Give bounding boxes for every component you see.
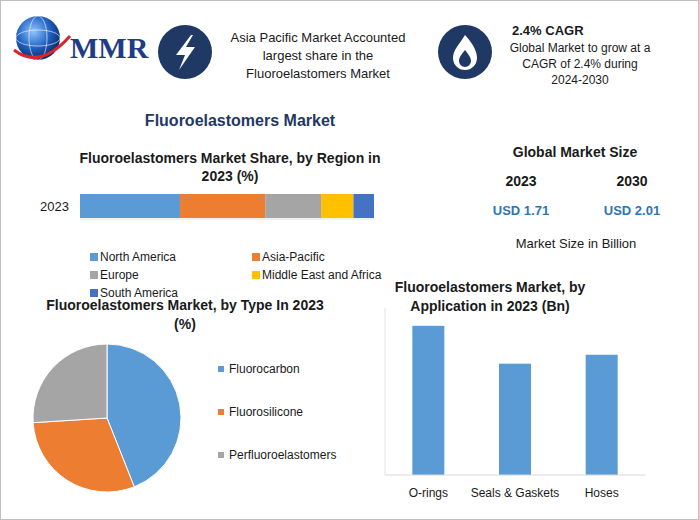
logo-swoosh — [14, 36, 70, 57]
logo-globe-line — [16, 30, 60, 46]
legend-swatch — [218, 409, 224, 415]
chart-title: Fluoroelastomers Market Share, by Region… — [79, 150, 380, 184]
legend-swatch — [252, 271, 260, 279]
text-line: 2023 (%) — [202, 168, 259, 184]
logo-text: MMR — [70, 31, 149, 64]
legend-swatch — [252, 253, 260, 261]
pie-slice — [33, 418, 134, 492]
text-line: Fluoroelastomers Market, by Type In 2023 — [46, 297, 324, 313]
market-size-note: Market Size in Billion — [516, 236, 637, 251]
bars — [412, 326, 617, 475]
bar-segment — [180, 194, 265, 218]
bar-segment — [353, 194, 374, 218]
bar-segment — [265, 194, 321, 218]
frame — [1, 1, 699, 520]
tick-label: Seals & Gaskets — [471, 486, 560, 500]
main-title: Fluoroelastomers Market — [145, 112, 336, 129]
chart-title: Fluoroelastomers Market, by Type In 2023… — [46, 297, 324, 332]
bar — [499, 364, 531, 475]
market-size-value: USD 1.71 — [493, 203, 549, 218]
tick-label: 2023 — [40, 199, 69, 214]
x-axis-line — [80, 219, 374, 220]
bar-segment — [321, 194, 353, 218]
icon-flame-inner — [459, 50, 471, 67]
market-size-title: Global Market Size — [513, 144, 638, 160]
text-line: (%) — [174, 316, 196, 332]
y-axis-line — [385, 308, 386, 475]
page: {"header": {"logo": "MMR", "highlight": … — [0, 0, 699, 520]
text-line: Global Market to grow at a — [510, 41, 651, 55]
legend-label: North America — [100, 250, 176, 264]
legend-label: Fluorosilicone — [229, 405, 303, 419]
logo-globe — [16, 16, 60, 60]
legend-label: Europe — [100, 268, 139, 282]
icon-lightning — [176, 35, 195, 70]
tick-label: O-rings — [409, 486, 448, 500]
text-line: Asia Pacific Market Accounted — [231, 30, 406, 45]
market-size-year: 2030 — [616, 173, 647, 189]
pie-slice — [33, 344, 107, 423]
bar — [412, 326, 444, 475]
logo-globe-line — [29, 16, 47, 60]
legend-swatch — [218, 452, 224, 458]
icon-flame-bg — [438, 25, 492, 79]
chart-title: Fluoroelastomers Market, by Application i… — [395, 279, 586, 314]
cagr-text: Global Market to grow at a CAGR of 2.4% d… — [510, 41, 651, 87]
tick-label: Hoses — [585, 486, 619, 500]
legend-swatch — [218, 366, 224, 372]
legend-label: Perfluoroelastomers — [229, 448, 336, 462]
x-axis-line — [385, 475, 645, 476]
canvas: MMR Asia Pacific Market Accounted largest … — [0, 0, 699, 520]
market-size-year: 2023 — [505, 173, 536, 189]
text-line: largest share in the — [263, 48, 374, 63]
legend-label: Asia-Pacific — [262, 250, 325, 264]
text-line: 2024-2030 — [551, 73, 609, 87]
cagr-title: 2.4% CAGR — [512, 23, 584, 38]
legend-swatch — [90, 253, 98, 261]
market-size-value: USD 2.01 — [604, 203, 660, 218]
text-line: Fluoroelastomers Market — [246, 66, 390, 81]
legend-swatch — [90, 271, 98, 279]
icon-flame — [453, 35, 477, 70]
bar — [586, 355, 618, 475]
legend-label: Middle East and Africa — [262, 268, 382, 282]
legend-label: Fluorocarbon — [229, 362, 300, 376]
legend-swatch — [90, 289, 98, 297]
highlight-text: Asia Pacific Market Accounted largest sha… — [231, 30, 406, 81]
text-line: Fluoroelastomers Market Share, by Region… — [79, 150, 380, 166]
text-line: Fluoroelastomers Market, by — [395, 279, 586, 295]
icon-lightning-bg — [158, 25, 212, 79]
text-line: Application in 2023 (Bn) — [410, 298, 569, 314]
bar-segment — [80, 194, 180, 218]
bars — [80, 194, 374, 218]
text-line: CAGR of 2.4% during — [522, 57, 637, 71]
